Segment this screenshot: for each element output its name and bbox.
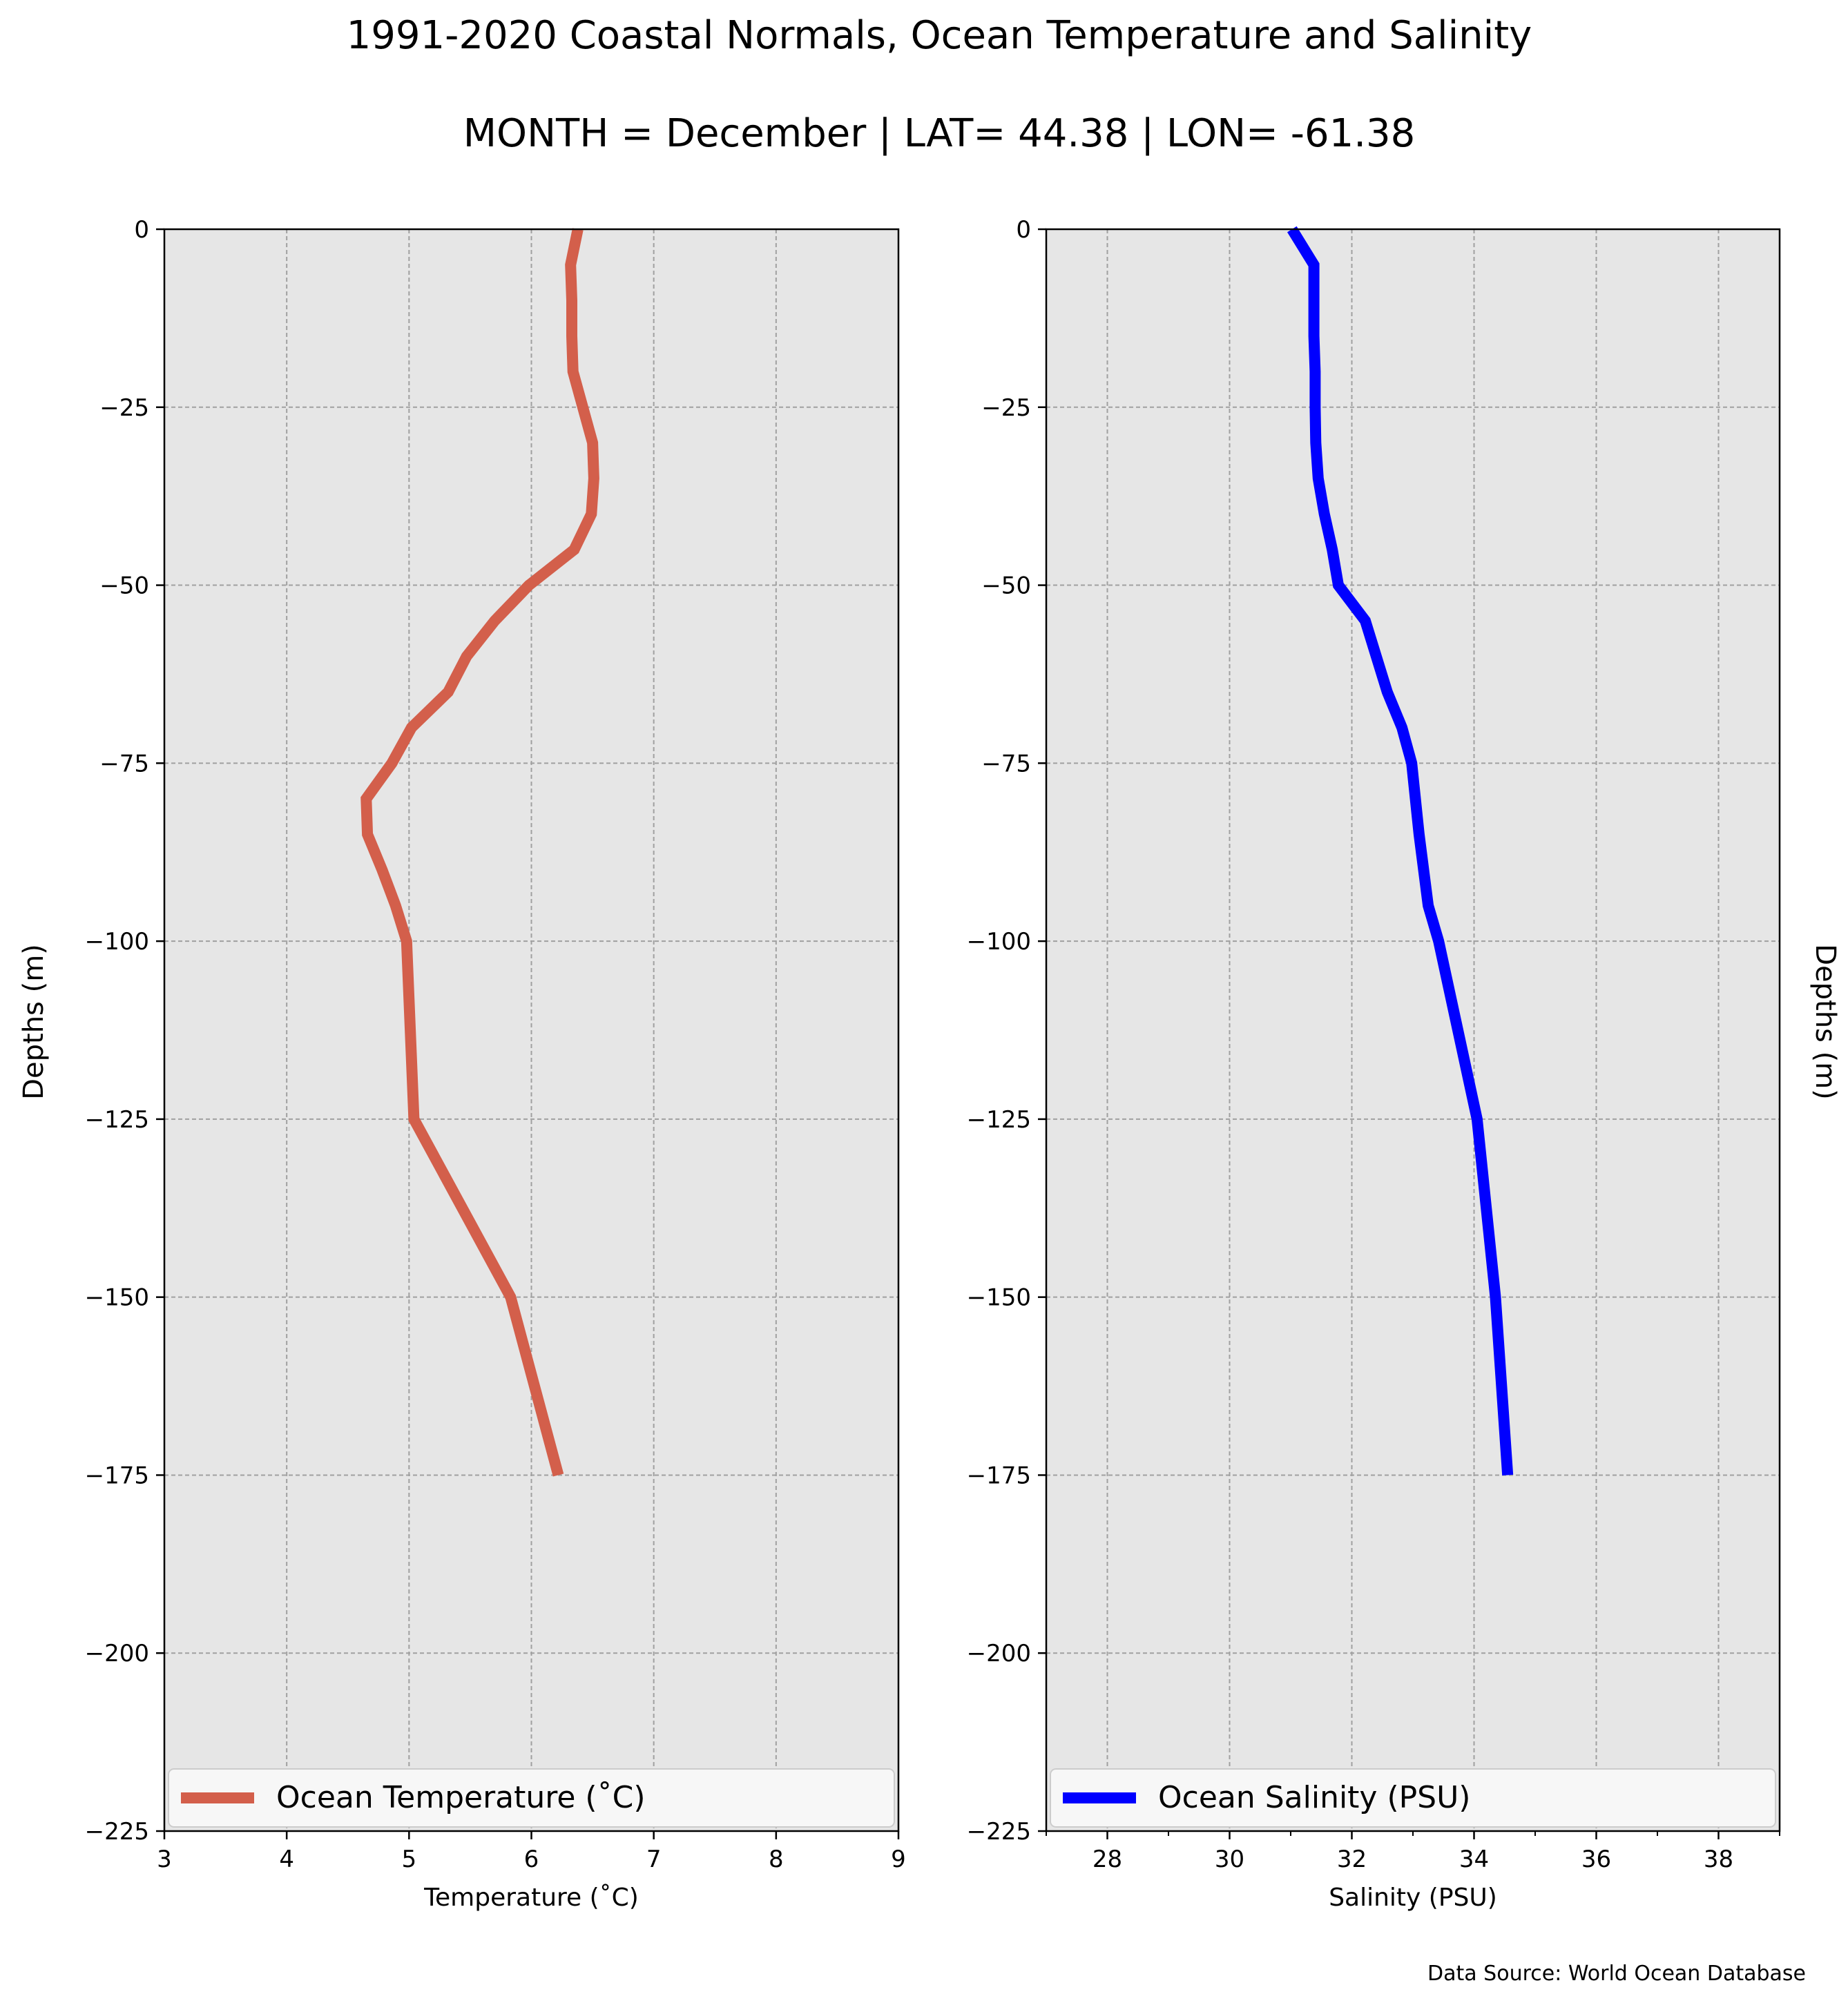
y-tick-label: −50 <box>99 572 149 600</box>
x-tick-label: 4 <box>279 1846 294 1873</box>
temperature-panel: 3 4 5 6 7 8 9 0 −25 −50 −75 −100 −125 −150 −175 −200 −22… <box>85 216 906 1912</box>
x-tick-label: 38 <box>1704 1846 1733 1873</box>
y-tick-label: −75 <box>981 750 1031 777</box>
y-tick-label: 0 <box>134 216 149 244</box>
legend: Ocean Salinity (PSU) <box>1050 1768 1776 1828</box>
x-tick-label: 28 <box>1093 1846 1122 1873</box>
x-tick-label: 3 <box>157 1846 172 1873</box>
y-tick-label: 0 <box>1016 216 1031 244</box>
salinity-panel: 28 30 32 34 36 38 0 −25 −50 −75 −100 −125 −150 −175 −2… <box>967 216 1781 1912</box>
y-tick-label: −200 <box>967 1640 1031 1667</box>
y-tick-label: −125 <box>967 1106 1031 1134</box>
x-tick-label: 36 <box>1581 1846 1611 1873</box>
legend-label: Ocean Salinity (PSU) <box>1158 1780 1470 1815</box>
x-tick-label: 34 <box>1459 1846 1489 1873</box>
legend: Ocean Temperature (˚C) <box>168 1768 895 1828</box>
x-tick-label: 6 <box>524 1846 539 1873</box>
plot-area <box>1046 229 1780 1831</box>
x-tick-label: 30 <box>1215 1846 1244 1873</box>
data-source-note: Data Source: World Ocean Database <box>1427 1962 1806 1986</box>
y-tick-label: −200 <box>85 1640 149 1667</box>
x-axis-label: Salinity (PSU) <box>1329 1884 1497 1912</box>
series-line <box>1287 226 1514 1475</box>
y-tick-label: −25 <box>99 394 149 422</box>
x-axis-label: Temperature (˚C) <box>423 1884 639 1912</box>
y-tick-label: −75 <box>99 750 149 777</box>
y-tick-label: −100 <box>967 928 1031 956</box>
legend-box <box>168 1768 895 1828</box>
y-tick-label: −225 <box>85 1818 149 1846</box>
y-tick-label: −150 <box>85 1284 149 1312</box>
y-tick-label: −175 <box>85 1462 149 1489</box>
y-tick-label: −150 <box>967 1284 1031 1312</box>
x-tick-label: 32 <box>1337 1846 1367 1873</box>
y-tick-label: −175 <box>967 1462 1031 1489</box>
y-tick-label: −100 <box>85 928 149 956</box>
legend-box <box>1050 1768 1776 1828</box>
right-ylabel: Depths (m) <box>1809 944 1841 1100</box>
x-tick-label: 5 <box>402 1846 417 1873</box>
y-tick-label: −225 <box>967 1818 1031 1846</box>
y-tick-label: −25 <box>981 394 1031 422</box>
legend-label: Ocean Temperature (˚C) <box>276 1780 646 1815</box>
y-tick-label: −50 <box>981 572 1031 600</box>
chart-title: 1991-2020 Coastal Normals, Ocean Tempera… <box>347 13 1532 58</box>
y-tick-label: −125 <box>85 1106 149 1134</box>
series-line <box>360 228 599 1477</box>
x-tick-label: 7 <box>646 1846 662 1873</box>
x-tick-label: 9 <box>891 1846 906 1873</box>
x-tick-label: 8 <box>769 1846 784 1873</box>
left-ylabel: Depths (m) <box>18 944 50 1100</box>
chart-subtitle: MONTH = December | LAT= 44.38 | LON= -61… <box>463 111 1416 156</box>
